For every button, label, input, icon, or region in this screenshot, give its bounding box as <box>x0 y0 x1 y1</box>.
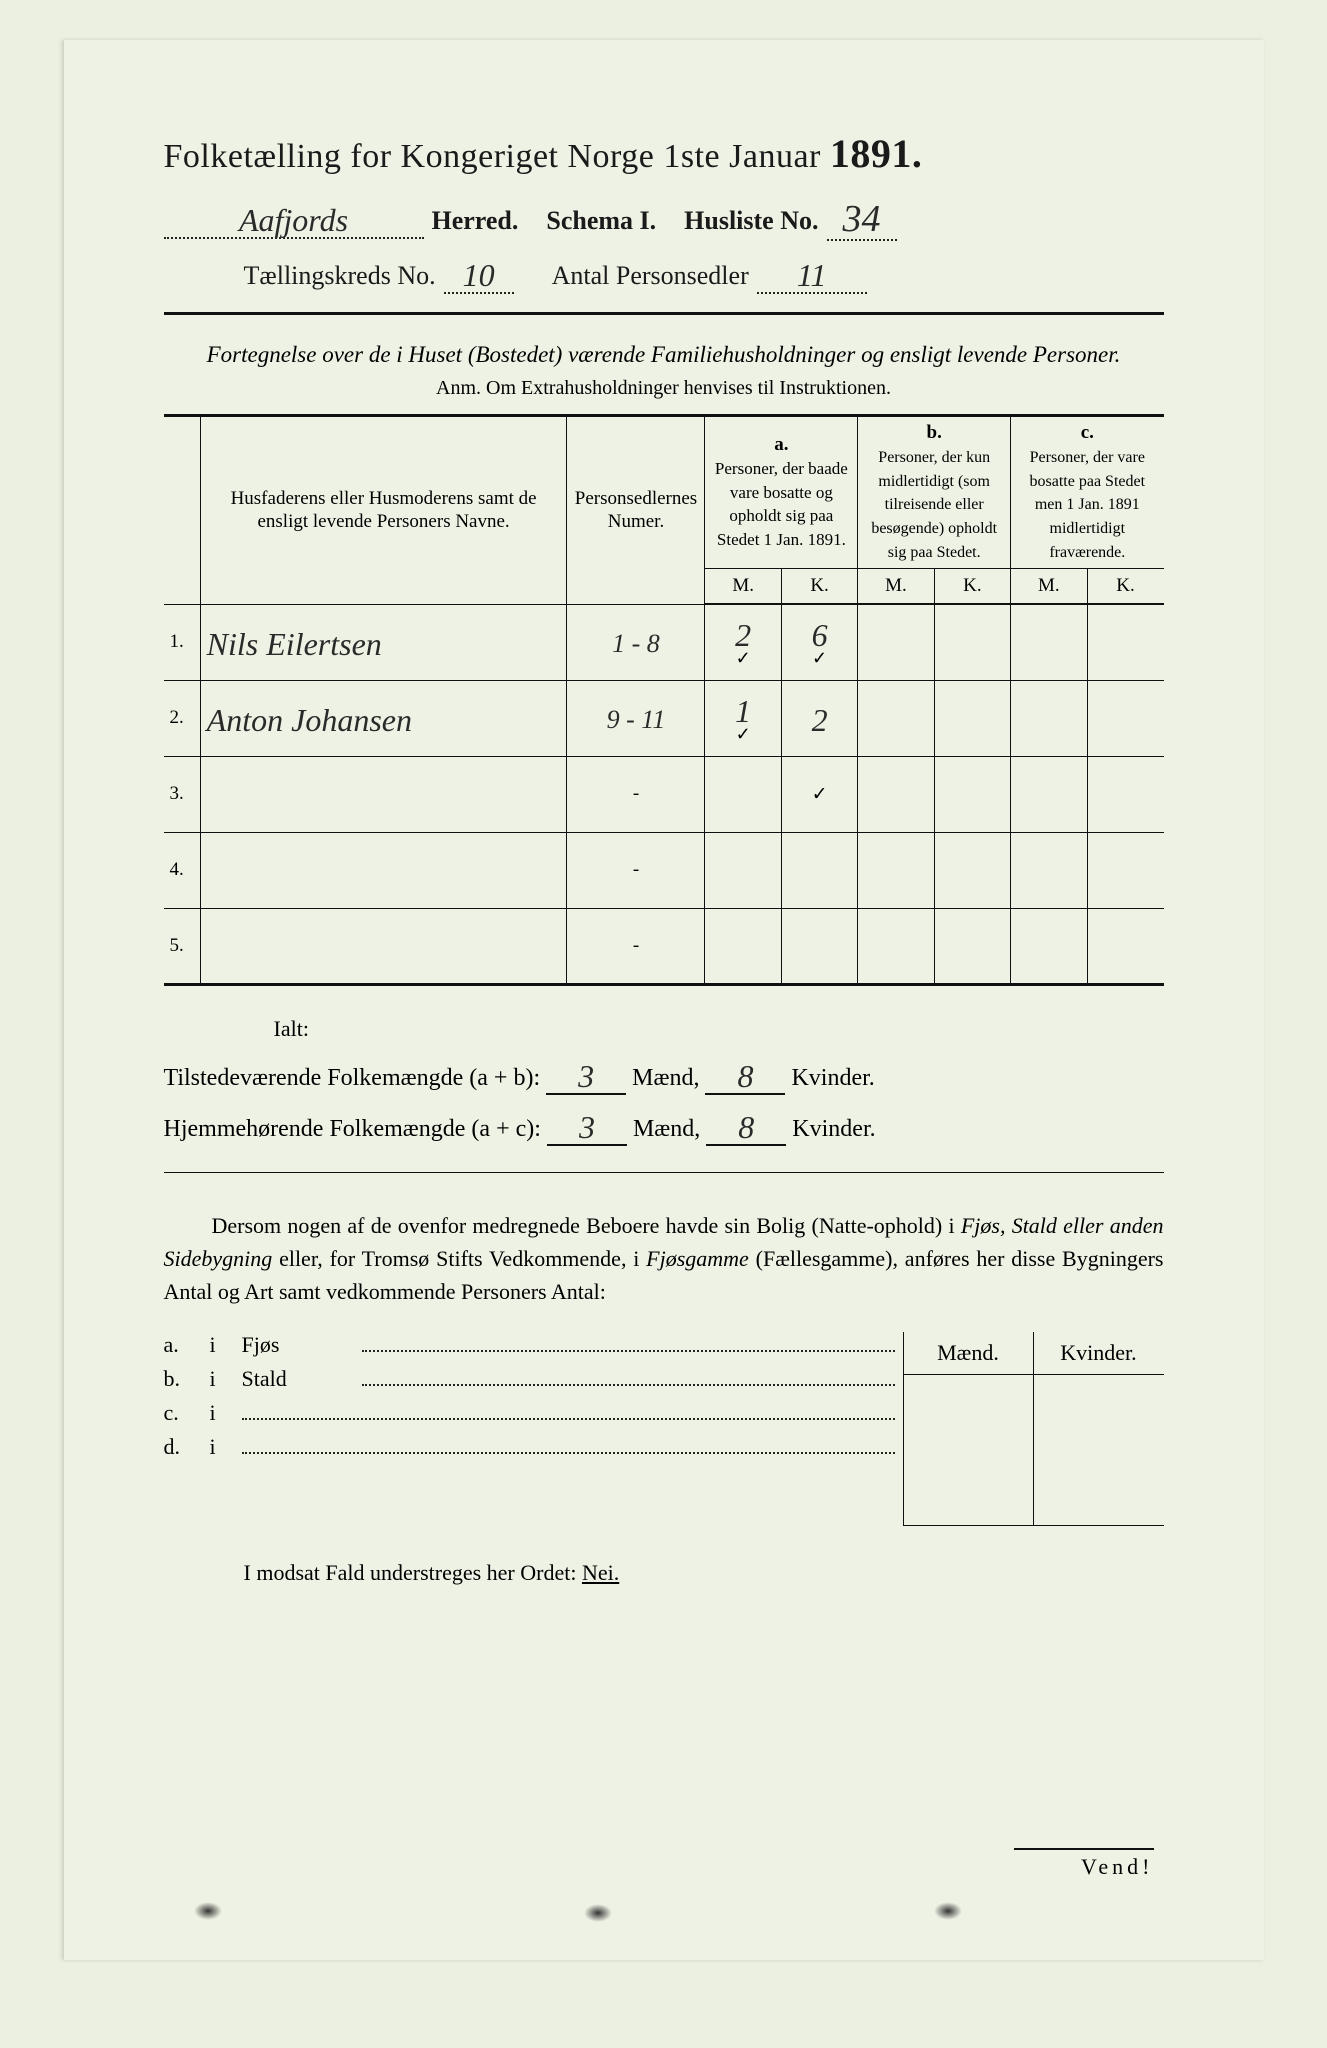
husliste-value: 34 <box>843 198 881 240</box>
col-c-m: M. <box>1011 568 1087 604</box>
schema-label: Schema I. <box>546 206 656 236</box>
buildings-block: a. i Fjøs b. i Stald c. i d. i <box>164 1332 1164 1526</box>
col-c: c. Personer, der vare bosatte paa Stedet… <box>1011 416 1164 569</box>
total-present-m: 3 <box>578 1058 594 1094</box>
vend-label: Vend! <box>1014 1848 1154 1880</box>
building-row: a. i Fjøs <box>164 1332 903 1358</box>
person-name: Nils Eilertsen <box>207 626 382 662</box>
buildings-maend-col: Mænd. <box>904 1332 1034 1526</box>
total-resident-m: 3 <box>579 1109 595 1145</box>
col-b: b. Personer, der kun midlertidigt (som t… <box>858 416 1011 569</box>
table-row: 1. Nils Eilertsen 1 - 8 2✓ 6✓ <box>164 604 1164 680</box>
table-row: 2. Anton Johansen 9 - 11 1✓ 2 <box>164 680 1164 756</box>
table-row: 4. - <box>164 832 1164 908</box>
kreds-value: 10 <box>463 257 495 293</box>
census-form-page: Folketælling for Kongeriget Norge 1ste J… <box>64 40 1264 1960</box>
herred-value: Aafjords <box>239 202 348 238</box>
col-a-k: K. <box>781 568 857 604</box>
husliste-label: Husliste No. <box>684 206 818 236</box>
buildings-kvinder-col: Kvinder. <box>1034 1332 1164 1526</box>
col-numer: Personsedlernes Numer. <box>567 416 705 605</box>
ink-smudge <box>194 1902 222 1920</box>
total-resident-label: Hjemmehørende Folkemængde (a + c): <box>164 1116 541 1143</box>
col-b-k: K. <box>934 568 1010 604</box>
title-year: 1891. <box>830 131 923 176</box>
building-row: c. i <box>164 1400 903 1426</box>
kreds-line: Tællingskreds No. 10 Antal Personsedler … <box>244 255 1164 294</box>
title-text: Folketælling for Kongeriget Norge 1ste J… <box>164 138 821 175</box>
col-b-m: M. <box>858 568 934 604</box>
totals-block: Ialt: Tilstedeværende Folkemængde (a + b… <box>164 1016 1164 1146</box>
ink-smudge <box>584 1904 612 1922</box>
nei-word: Nei. <box>582 1560 619 1585</box>
herred-label: Herred. <box>432 206 519 236</box>
col-a-m: M. <box>705 568 781 604</box>
divider <box>164 312 1164 315</box>
antal-label: Antal Personsedler <box>552 261 749 291</box>
form-description: Fortegnelse over de i Huset (Bostedet) v… <box>164 339 1164 371</box>
person-name: Anton Johansen <box>207 702 412 738</box>
ink-smudge <box>934 1902 962 1920</box>
table-row: 3. - ✓ <box>164 756 1164 832</box>
herred-line: Aafjords Herred. Schema I. Husliste No. … <box>164 195 1164 241</box>
page-title: Folketælling for Kongeriget Norge 1ste J… <box>164 130 1164 177</box>
total-present-k: 8 <box>737 1058 753 1094</box>
divider <box>164 1172 1164 1173</box>
kreds-label: Tællingskreds No. <box>244 261 436 291</box>
buildings-paragraph: Dersom nogen af de ovenfor medregnede Be… <box>164 1209 1164 1308</box>
total-resident-k: 8 <box>738 1109 754 1145</box>
total-present-label: Tilstedeværende Folkemængde (a + b): <box>164 1065 541 1092</box>
col-names: Husfaderens eller Husmoderens samt de en… <box>200 416 567 605</box>
col-a: a. Personer, der baade vare bosatte og o… <box>705 416 858 569</box>
nei-line: I modsat Fald understreges her Ordet: Ne… <box>164 1560 1164 1586</box>
col-c-k: K. <box>1087 568 1164 604</box>
building-row: b. i Stald <box>164 1366 903 1392</box>
form-anm: Anm. Om Extrahusholdninger henvises til … <box>164 377 1164 400</box>
table-row: 5. - <box>164 908 1164 984</box>
ialt-label: Ialt: <box>274 1016 1164 1042</box>
census-table: Husfaderens eller Husmoderens samt de en… <box>164 414 1164 986</box>
antal-value: 11 <box>797 257 827 293</box>
building-row: d. i <box>164 1434 903 1460</box>
